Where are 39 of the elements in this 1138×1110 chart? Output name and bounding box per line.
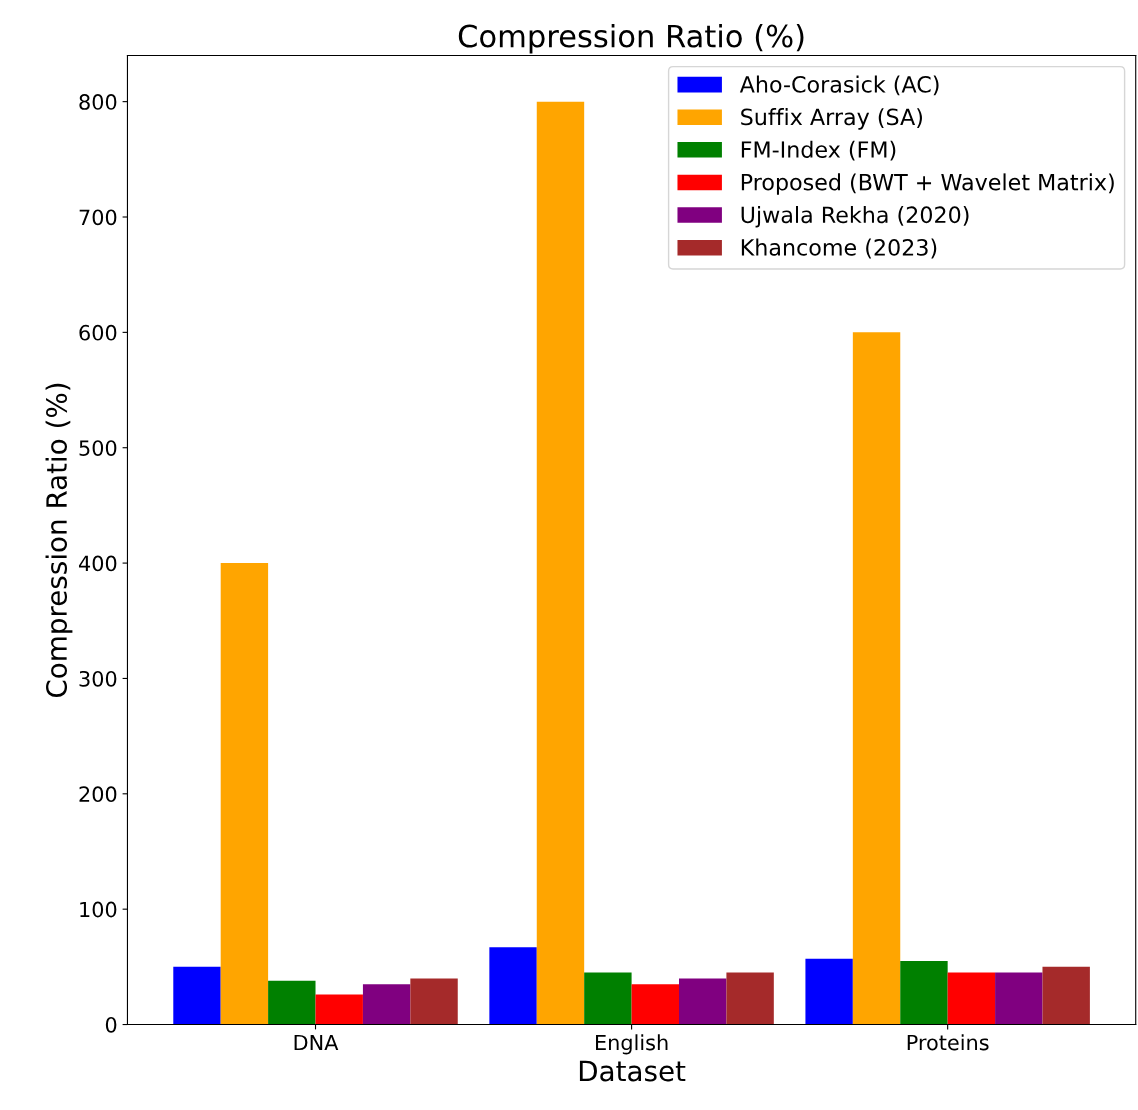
chart-title: Compression Ratio (%) [458,23,804,54]
bar [220,563,269,1025]
y-tick-label: 700 [79,209,117,226]
bar [410,978,458,1025]
bar [900,961,948,1025]
legend-label: Suffix Array (SA) [741,108,922,130]
bar [489,947,537,1025]
y-tick-label: 300 [79,670,117,687]
y-tick-label: 800 [79,94,117,110]
x-axis-title: Dataset [579,1060,686,1082]
y-tick-label: 100 [80,901,117,918]
y-tick-label: 600 [79,324,117,341]
legend-label: Aho-Corasick (AC) [739,75,939,96]
legend-label: Khancome (2023) [741,238,937,259]
x-tick-label: DNA [294,1034,339,1051]
bar [631,984,679,1025]
bar [315,994,363,1025]
bar [947,972,996,1025]
legend-label: FM-Index (FM) [741,140,896,161]
y-axis-title: Compression Ratio (%) [45,383,73,698]
y-tick-label: 0 [105,1016,117,1033]
bar [268,980,316,1025]
x-tick-label: English [596,1034,668,1055]
y-tick-label: 400 [78,555,117,572]
bar [536,101,585,1025]
bar [173,966,221,1025]
bar [852,332,901,1025]
bar [726,972,774,1025]
bar [1042,966,1090,1025]
bar [362,984,411,1025]
bar [805,958,853,1025]
y-tick-label: 200 [79,786,117,803]
bar [679,978,727,1025]
legend-label: Ujwala Rekha (2020) [741,205,969,228]
legend-label: Proposed (BWT + Wavelet Matrix) [741,173,1114,195]
bar [584,972,632,1025]
x-tick-label: Proteins [907,1034,989,1051]
y-tick-label: 500 [79,440,117,456]
bar [995,972,1043,1025]
